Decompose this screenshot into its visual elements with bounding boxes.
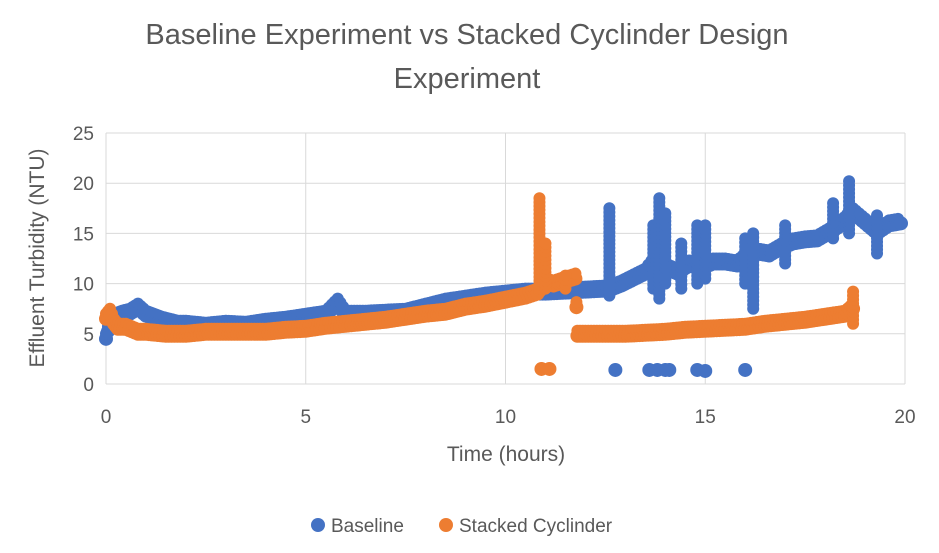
legend-marker-stacked-cyclinder xyxy=(439,518,453,532)
chart-title: Baseline Experiment vs Stacked Cyclinder… xyxy=(145,19,788,95)
legend: Baseline Stacked Cyclinder xyxy=(311,516,613,537)
y-tick-label: 10 xyxy=(73,275,94,296)
spike-point-baseline xyxy=(827,197,840,210)
outlier-point-stacked-cyclinder xyxy=(542,361,557,376)
y-tick-label: 5 xyxy=(83,325,94,346)
y-axis-label: Effluent Turbidity (NTU) xyxy=(26,148,49,367)
data-point-baseline xyxy=(894,216,909,231)
spike-point-baseline xyxy=(779,219,792,232)
spike-point-baseline xyxy=(603,202,616,215)
data-point-stacked-cyclinder xyxy=(569,267,582,280)
axes: 0 5 10 15 20 25 0 5 10 15 20 xyxy=(73,124,916,428)
y-tick-label: 25 xyxy=(73,124,94,145)
chart-title-line-1: Baseline Experiment vs Stacked Cyclinder… xyxy=(145,19,788,51)
spike-point-baseline xyxy=(871,209,884,222)
outlier-point-baseline xyxy=(662,362,677,377)
outlier-point-baseline xyxy=(738,362,753,377)
x-tick-label: 5 xyxy=(300,407,311,428)
spike-point-stacked-cyclinder xyxy=(559,269,572,282)
legend-marker-baseline xyxy=(311,518,325,532)
x-tick-label: 0 xyxy=(101,407,112,428)
spike-point-stacked-cyclinder xyxy=(539,237,552,250)
y-tick-label: 0 xyxy=(83,375,94,396)
outlier-point-baseline xyxy=(608,362,623,377)
spike-point-baseline xyxy=(653,192,666,205)
x-tick-label: 15 xyxy=(695,407,716,428)
legend-label-baseline: Baseline xyxy=(331,516,404,537)
spike-point-baseline xyxy=(747,227,760,240)
spike-point-baseline xyxy=(675,237,688,250)
series-stacked-cyclinder xyxy=(99,192,861,376)
spike-point-stacked-cyclinder xyxy=(847,285,860,298)
x-tick-label: 20 xyxy=(894,407,915,428)
spike-point-stacked-cyclinder xyxy=(533,192,546,205)
chart-title-line-2: Experiment xyxy=(394,63,541,95)
spike-point-baseline xyxy=(843,175,856,188)
spike-point-baseline xyxy=(659,207,672,220)
outlier-point-baseline xyxy=(698,363,713,378)
series-baseline xyxy=(99,175,909,378)
spike-point-baseline xyxy=(699,219,712,232)
series-layer xyxy=(99,175,909,378)
x-axis-label: Time (hours) xyxy=(447,443,565,466)
y-tick-label: 20 xyxy=(73,174,94,195)
x-tick-label: 10 xyxy=(495,407,516,428)
data-point-stacked-cyclinder xyxy=(570,296,583,309)
y-tick-label: 15 xyxy=(73,224,94,245)
legend-label-stacked-cyclinder: Stacked Cyclinder xyxy=(459,516,613,537)
